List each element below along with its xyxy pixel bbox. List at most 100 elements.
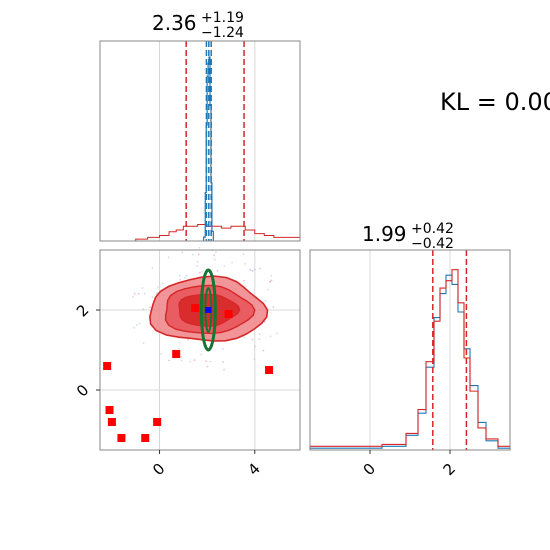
sample-point	[135, 324, 138, 327]
sample-point	[180, 359, 183, 362]
sample-point	[251, 338, 254, 341]
sample-point	[258, 267, 261, 270]
bottom-left-panel-frame	[99, 249, 301, 451]
sample-point	[206, 365, 209, 368]
sample-point	[222, 347, 224, 350]
sample-point	[216, 269, 219, 272]
sample-point	[142, 342, 145, 345]
sample-point	[267, 288, 269, 291]
x-tick-label: 0	[360, 460, 379, 479]
sample-point	[179, 278, 182, 281]
sample-point	[160, 352, 163, 355]
top-left-panel-background	[100, 41, 300, 241]
sample-point	[231, 261, 233, 264]
sample-point	[178, 274, 181, 277]
sample-point	[155, 293, 158, 295]
sample-point	[213, 258, 216, 261]
sample-point	[151, 267, 154, 269]
blue-point	[205, 307, 212, 313]
bottom-right-panel-frame	[309, 249, 511, 451]
sample-point	[156, 286, 159, 288]
top-left-title: 2.36	[152, 11, 197, 35]
sample-point	[209, 360, 212, 363]
sample-point	[198, 246, 201, 249]
sample-point	[161, 282, 164, 285]
sample-point	[198, 271, 201, 274]
sample-point	[138, 322, 141, 325]
sample-point	[223, 368, 225, 371]
sample-point	[181, 251, 184, 254]
sample-point	[251, 269, 254, 272]
sample-point	[243, 336, 246, 339]
top-left-title-minus: −1.24	[201, 25, 244, 41]
sample-point	[272, 306, 275, 308]
sample-point	[149, 306, 152, 309]
sample-point	[254, 268, 256, 271]
sample-point	[137, 292, 140, 295]
red-square-marker	[191, 304, 200, 312]
red-square-marker	[153, 418, 162, 426]
sample-point	[200, 353, 203, 356]
blue-histogram	[309, 274, 511, 450]
bottom-right-title: 1.99	[362, 222, 407, 246]
sample-point	[167, 256, 170, 259]
sample-point	[178, 341, 181, 344]
sample-point	[270, 279, 273, 282]
red-square-marker	[105, 406, 114, 414]
sample-point	[264, 299, 267, 302]
sample-point	[168, 359, 171, 362]
kl-annotation: KL = 0.00	[440, 88, 550, 116]
sample-point	[253, 358, 256, 360]
sample-point	[270, 275, 273, 277]
sample-point	[196, 265, 199, 267]
sample-point	[185, 274, 188, 277]
sample-point	[177, 347, 180, 350]
x-tick-label: 4	[244, 460, 263, 479]
red-square-marker	[107, 418, 116, 426]
bottom-right-title-plus: +0.42	[411, 221, 454, 237]
sample-point	[187, 339, 190, 341]
sample-point	[201, 270, 203, 273]
sample-point	[142, 308, 145, 311]
top-left-panel-frame	[99, 40, 301, 242]
sample-point	[141, 287, 144, 289]
sample-point	[258, 333, 261, 336]
red-square-marker	[103, 362, 112, 370]
sample-point	[193, 359, 196, 361]
sample-point	[196, 260, 199, 263]
sample-point	[132, 295, 134, 298]
sample-point	[223, 264, 226, 267]
sample-point	[213, 254, 216, 257]
red-histogram	[309, 269, 511, 450]
sample-point	[133, 292, 136, 295]
sample-point	[242, 253, 245, 256]
red-square-marker	[172, 350, 181, 358]
sample-point	[262, 349, 265, 352]
sample-point	[151, 296, 154, 298]
sample-point	[184, 277, 186, 279]
sample-point	[263, 321, 266, 323]
sample-point	[222, 361, 225, 364]
sample-point	[258, 338, 261, 341]
sample-point	[205, 360, 208, 363]
x-tick-label: 2	[440, 460, 459, 479]
sample-point	[249, 269, 252, 272]
sample-point	[180, 355, 183, 358]
sample-point	[275, 332, 278, 335]
sample-point	[269, 335, 272, 338]
sample-point	[197, 253, 200, 256]
y-tick-label: 2	[73, 301, 92, 320]
red-square-marker	[141, 434, 150, 442]
sample-point	[244, 262, 247, 265]
bottom-right-panel-background	[310, 250, 510, 450]
top-left-title-plus: +1.19	[201, 10, 244, 26]
sample-point	[269, 281, 272, 283]
sample-point	[189, 360, 192, 363]
bottom-right-title-minus: −0.42	[411, 236, 454, 252]
green-contour	[199, 268, 217, 352]
sample-point	[243, 279, 245, 282]
red-square-marker	[224, 310, 233, 318]
x-tick-label: 0	[149, 460, 168, 479]
red-square-marker	[265, 366, 274, 374]
